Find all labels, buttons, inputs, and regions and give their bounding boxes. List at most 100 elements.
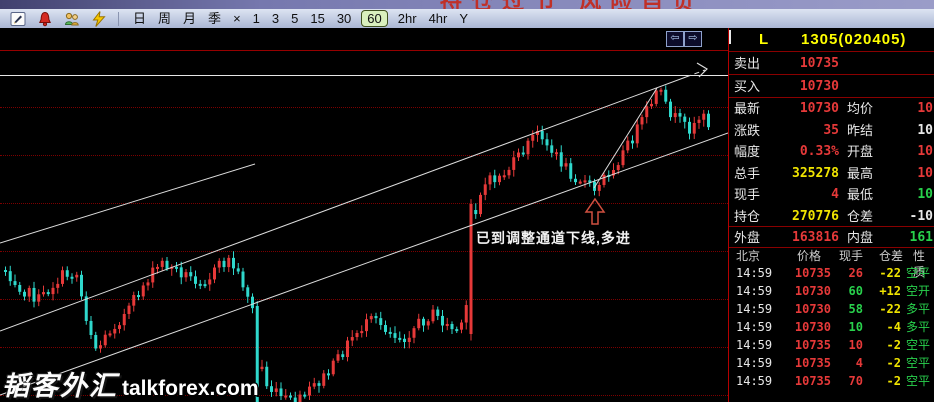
candlestick-chart-area[interactable]: 已到调整通道下线,多进 韬客外汇 talkforex.com ⇦ ⇨	[0, 28, 728, 402]
period-button-周[interactable]: 周	[158, 10, 172, 26]
quote-row-买入[interactable]: 买入 10730	[729, 75, 934, 98]
quote-value: 35	[823, 122, 839, 138]
period-button-30[interactable]: 30	[336, 10, 352, 26]
period-button-5[interactable]: 5	[291, 10, 299, 26]
upper-channel-dashed-extension	[685, 69, 706, 78]
lower-channel-line	[0, 132, 728, 396]
candle-body	[650, 103, 653, 107]
candle-body	[331, 360, 335, 375]
candle-body	[151, 267, 155, 283]
contract-letter: L	[759, 31, 769, 48]
quote-value-clipped: -10	[909, 208, 933, 224]
tick-row[interactable]: 14:59 10735 26 -22 空平	[729, 264, 934, 282]
candle-body	[669, 101, 672, 118]
scroll-left-button[interactable]: ⇦	[666, 31, 684, 47]
tick-nature: 空开	[906, 284, 931, 298]
candle-body	[417, 318, 421, 329]
period-button-×[interactable]: ×	[233, 10, 241, 26]
candle-body	[616, 165, 620, 171]
users-icon[interactable]	[63, 11, 81, 27]
tick-col-header: 现手	[839, 249, 864, 263]
quote-row-外盘[interactable]: 外盘 163816 内盘 161	[729, 227, 934, 248]
candle-body	[398, 337, 402, 340]
candle-body	[217, 260, 221, 268]
tick-nature: 空平	[906, 356, 931, 370]
edit-note-icon[interactable]	[9, 11, 27, 27]
candle-body	[118, 325, 121, 329]
candle-body	[626, 140, 630, 151]
candle-body	[407, 337, 411, 343]
candle-body	[241, 271, 245, 288]
tick-price: 10730	[794, 302, 831, 316]
quote-row-持仓[interactable]: 持仓 270776 仓差 -10	[729, 206, 934, 227]
candle-body	[265, 366, 269, 387]
scroll-right-button[interactable]: ⇨	[684, 31, 702, 47]
period-button-60[interactable]: 60	[361, 9, 388, 27]
candle-body	[203, 284, 207, 287]
tick-row[interactable]: 14:59 10735 10 -2 空平	[729, 336, 934, 354]
tick-position-delta: -4	[886, 320, 901, 334]
period-button-1[interactable]: 1	[252, 10, 260, 26]
candle-body	[707, 113, 710, 128]
lightning-icon[interactable]	[90, 10, 108, 27]
period-button-3[interactable]: 3	[271, 10, 280, 26]
tick-row[interactable]: 14:59 10730 60 +12 空开	[729, 282, 934, 300]
candle-body	[284, 395, 288, 398]
quote-row-涨跌[interactable]: 涨跌 35 昨结 10	[729, 120, 934, 142]
candle-body	[103, 334, 107, 346]
quote-label: 幅度	[734, 144, 761, 159]
candle-body	[51, 287, 55, 295]
candle-body	[578, 181, 582, 184]
period-button-季[interactable]: 季	[208, 10, 222, 26]
candle-body	[388, 331, 392, 334]
candle-body	[426, 321, 430, 326]
candle-body	[536, 130, 539, 135]
period-button-月[interactable]: 月	[183, 10, 197, 26]
alarm-bell-icon[interactable]	[36, 11, 54, 27]
candle-body	[564, 163, 568, 167]
candle-body	[474, 210, 478, 215]
quote-label: 涨跌	[734, 122, 761, 138]
quote-label: 内盘	[847, 230, 874, 245]
candle-body	[317, 383, 321, 386]
candle-body	[692, 122, 696, 134]
candle-body	[379, 318, 383, 326]
tick-row[interactable]: 14:59 10730 58 -22 多平	[729, 300, 934, 318]
tick-volume: 60	[848, 284, 863, 298]
period-button-2hr[interactable]: 2hr	[397, 10, 417, 26]
quote-value: 4	[831, 187, 839, 202]
quote-row-卖出[interactable]: 卖出 10735	[729, 52, 934, 75]
candle-body	[132, 295, 136, 306]
period-button-4hr[interactable]: 4hr	[428, 10, 448, 26]
candle-body	[469, 204, 473, 334]
candle-body	[341, 354, 345, 358]
candle-body	[179, 267, 183, 278]
candle-body	[635, 124, 639, 144]
quote-row-现手[interactable]: 现手 4 最低 10	[729, 184, 934, 206]
panel-grip[interactable]	[729, 30, 731, 44]
contract-header[interactable]: L 1305(020405)	[729, 28, 934, 52]
quote-row-最新[interactable]: 最新 10730 均价 10	[729, 98, 934, 120]
candle-body	[355, 333, 359, 338]
candle-body	[483, 184, 487, 195]
tick-row[interactable]: 14:59 10735 70 -2 空平	[729, 372, 934, 390]
quote-row-总手[interactable]: 总手 325278 最高 10	[729, 163, 934, 185]
candle-body	[308, 386, 311, 396]
candle-body	[32, 287, 36, 302]
tick-row[interactable]: 14:59 10730 10 -4 多平	[729, 318, 934, 336]
period-button-15[interactable]: 15	[310, 10, 325, 26]
tick-row[interactable]: 14:59 10735 4 -2 空平	[729, 354, 934, 372]
candle-body	[255, 306, 259, 402]
candle-body	[621, 150, 625, 166]
quote-value: 10735	[799, 56, 839, 71]
outer-inner-volume-row: 外盘 163816 内盘 161	[729, 227, 934, 248]
candle-body	[80, 274, 83, 297]
period-button-日[interactable]: 日	[133, 10, 147, 26]
period-button-Y[interactable]: Y	[459, 10, 469, 26]
quote-label: 仓差	[847, 208, 874, 224]
tick-volume: 4	[855, 356, 863, 370]
candle-body	[403, 338, 406, 343]
quote-row-幅度[interactable]: 幅度 0.33% 开盘 10	[729, 141, 934, 163]
bid-ask-rows: 卖出 10735 买入 10730	[729, 52, 934, 98]
candle-body	[94, 335, 98, 349]
